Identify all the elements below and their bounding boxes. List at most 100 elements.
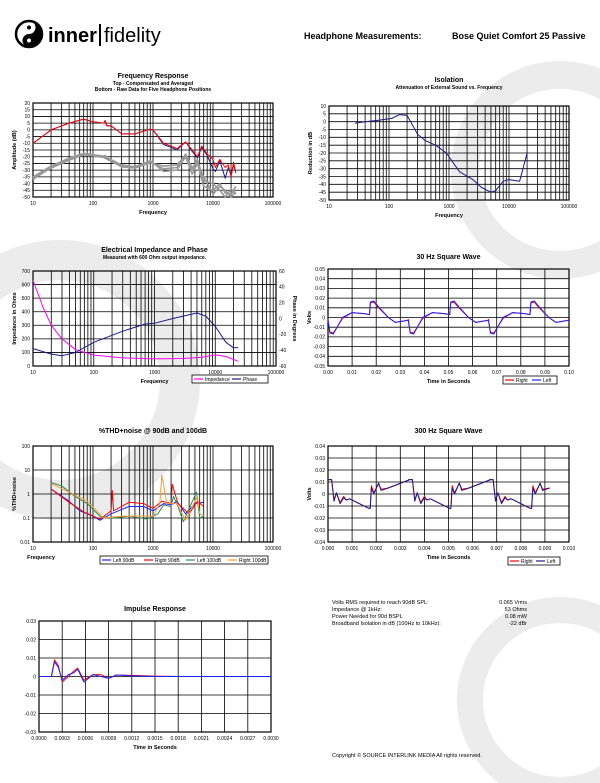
x-tick-label: 0.0003 (55, 736, 71, 742)
y-tick-label: 700 (22, 269, 31, 275)
chart-imp_resp: Impulse Response 0.0000 0.0003 0.0006 0.0009… (25, 606, 279, 751)
chart-title: 300 Hz Square Wave (415, 428, 483, 435)
x-axis-label: Frequency (141, 379, 170, 385)
y-tick-label: 1 (27, 492, 30, 498)
chart-sq30: 30 Hz Square Wave 0.00 0.01 0.02 0.03 0.04 0.0… (307, 254, 574, 385)
stats-block: Volts RMS required to reach 90dB SPL: 0.… (332, 600, 528, 627)
gridlines (32, 270, 276, 367)
series-line-left (328, 479, 550, 509)
chart-subtitle: Measured with 600 Ohm output impedance. (103, 255, 207, 261)
x-tick-label: 10 (30, 546, 36, 552)
x-axis-label: Time in Seconds (427, 555, 471, 561)
stat-label: Volts RMS required to reach 90dB SPL: (332, 600, 429, 606)
y-tick-label: 0.05 (315, 267, 325, 273)
x-tick-label: 10 (326, 204, 332, 210)
legend-box (502, 375, 558, 385)
x-tick-label: 0.04 (420, 370, 430, 376)
legend-label: Left (547, 559, 556, 565)
y-tick-label: 500 (22, 296, 31, 302)
y-tick-label: -0.01 (314, 504, 326, 510)
x-tick-label: 100000 (265, 546, 282, 552)
legend-label: Left 90dB (113, 558, 135, 564)
x-tick-label: 0.05 (444, 370, 454, 376)
gridlines (32, 445, 273, 543)
legend-label: Right (521, 559, 533, 565)
stat-value: 0.08 mW (505, 614, 528, 620)
y-tick-label: 0 (27, 364, 30, 370)
plot-frame (32, 102, 274, 198)
x-tick-label: 0.0015 (147, 736, 163, 742)
logo-text-bold: inner (48, 25, 97, 47)
y-tick-label: 0.01 (26, 656, 36, 662)
y-tick-label: -20 (319, 151, 326, 157)
x-tick-label: 0.00 (323, 370, 333, 376)
legend-label: Right 100dB (239, 558, 267, 564)
gridlines (32, 102, 273, 198)
y-tick-label: -0.03 (314, 528, 326, 534)
legend: Right Left (502, 375, 558, 385)
yin-yang-headphone-icon (14, 19, 44, 49)
x-axis-label: Frequency (435, 213, 464, 219)
series-line-impedance (32, 280, 239, 362)
x-tick-label: 1000 (149, 370, 160, 376)
stat-value: 53 Ohms (505, 607, 528, 613)
y-tick-label: 0.01 (315, 480, 325, 486)
x-tick-label: 10000 (206, 201, 220, 207)
y-tick-label: 10 (24, 114, 30, 120)
x-axis-label: Frequency (27, 555, 56, 561)
x-tick-label: 0.08 (516, 370, 526, 376)
x-tick-label: 1000 (443, 204, 454, 210)
x-tick-label: 100000 (265, 201, 282, 207)
y-axis-label: Volts (307, 311, 313, 324)
x-axis-label: Time in Seconds (427, 379, 471, 385)
y-tick-label: -0.02 (314, 335, 326, 341)
x-tick-label: 0.0030 (263, 736, 279, 742)
y-tick-label: 15 (24, 108, 30, 114)
series-line-raw-2 (32, 152, 237, 196)
y-tick-label: 100 (22, 444, 31, 450)
y-tick-label: 0.1 (23, 516, 30, 522)
stat-value: -22 dBr (509, 621, 527, 627)
x-tick-label: 0.0009 (101, 736, 117, 742)
y2-tick-label: 20 (279, 300, 285, 306)
x-axis-label: Frequency (139, 210, 168, 216)
x-tick-label: 0.004 (418, 546, 431, 552)
legend-label: Right 90dB (155, 558, 180, 564)
stat-label: Broadband Isolation in dB (100Hz to 10kH… (332, 621, 441, 627)
y-tick-label: -15 (23, 148, 30, 154)
y-tick-label: -25 (319, 159, 326, 165)
x-tick-label: 10 (30, 370, 36, 376)
legend-box (191, 374, 269, 384)
x-tick-label: 10 (30, 201, 36, 207)
x-tick-label: 0.000 (322, 546, 335, 552)
y-tick-label: 0.02 (315, 468, 325, 474)
y-tick-label: -30 (319, 166, 326, 172)
logo: inner fidelity (14, 19, 161, 49)
x-tick-label: 0.010 (563, 546, 576, 552)
chart-title: Electrical Impedance and Phase (101, 247, 208, 254)
x-tick-label: 0.003 (394, 546, 407, 552)
x-tick-label: 0.02 (371, 370, 381, 376)
y-tick-label: 600 (22, 282, 31, 288)
y-tick-label: 0.03 (315, 286, 325, 292)
y-tick-label: 0.02 (315, 296, 325, 302)
y2-tick-label: -40 (279, 348, 286, 354)
chart-title: Impulse Response (124, 606, 186, 613)
y-tick-label: 0 (27, 128, 30, 134)
x-axis-label: Time in Seconds (133, 745, 177, 751)
gridlines (328, 105, 569, 201)
y-tick-label: 100 (22, 350, 31, 356)
y-tick-label: -40 (319, 182, 326, 188)
y2-tick-label: 60 (279, 269, 285, 275)
stat-value: 0.065 Vrms (499, 600, 527, 606)
gridlines (327, 268, 570, 367)
x-tick-label: 10000 (502, 204, 516, 210)
y-tick-label: 0.02 (26, 637, 36, 643)
y-tick-label: 0.04 (315, 444, 325, 450)
x-tick-label: 0.01 (347, 370, 357, 376)
y-tick-label: -0.02 (314, 516, 326, 522)
x-tick-label: 100 (89, 546, 98, 552)
